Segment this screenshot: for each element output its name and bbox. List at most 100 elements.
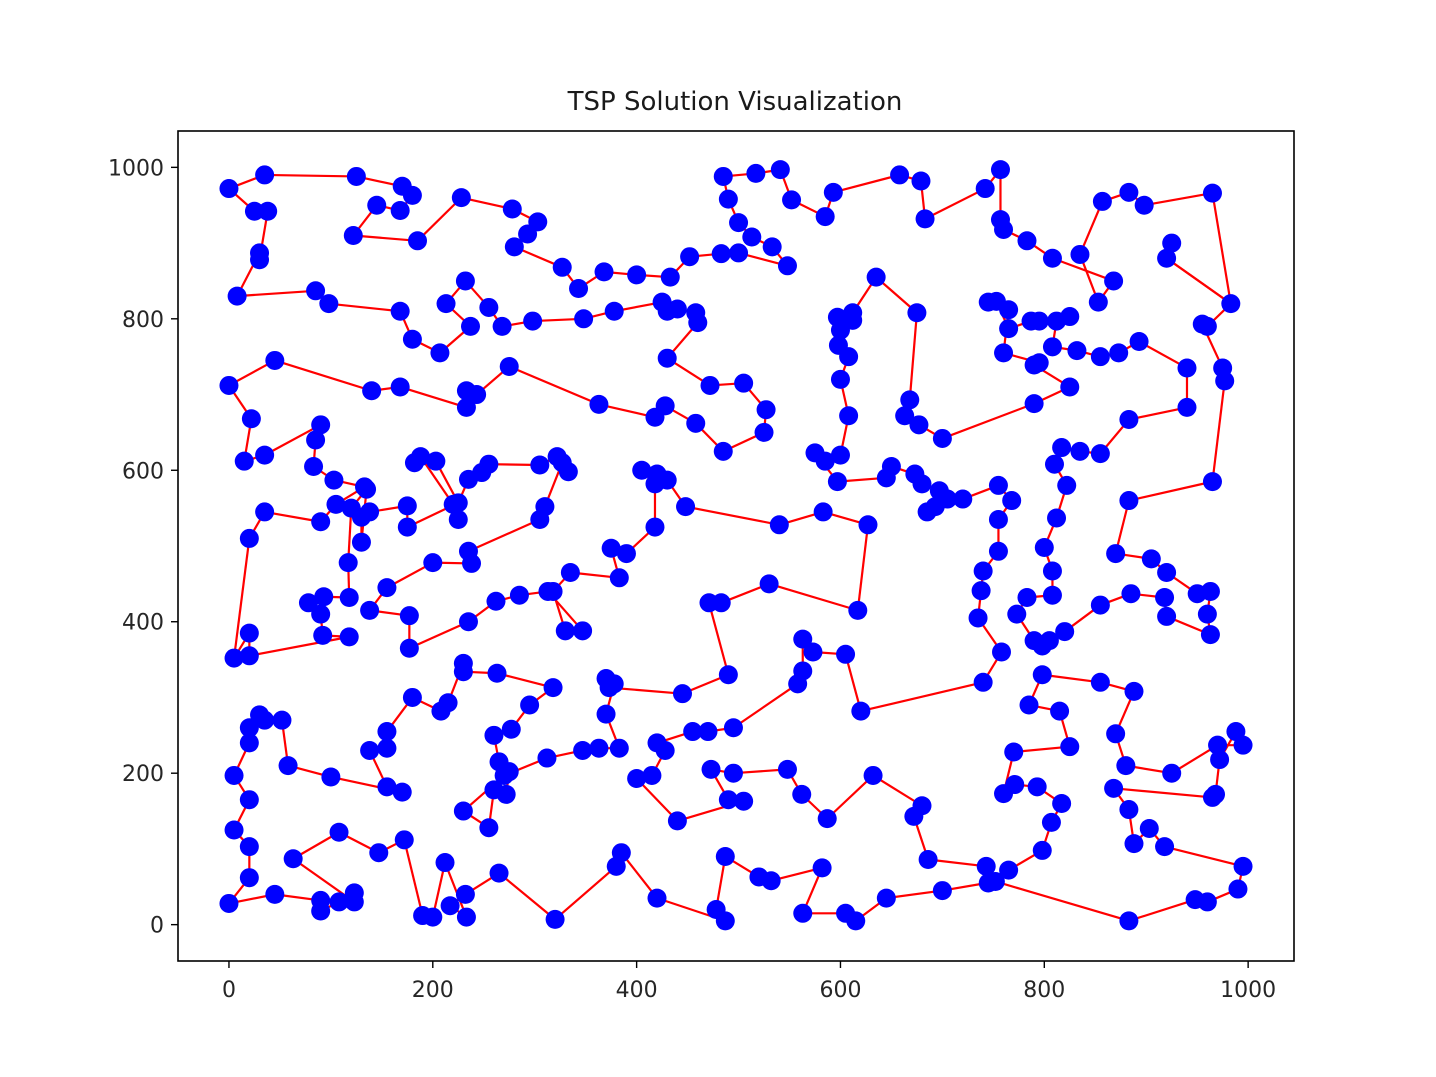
city-point — [458, 469, 478, 489]
city-point — [988, 509, 1008, 529]
city-point — [224, 765, 244, 785]
city-point — [360, 600, 380, 620]
city-point — [321, 767, 341, 787]
city-point — [423, 553, 443, 573]
city-point — [530, 455, 550, 475]
city-point — [239, 733, 259, 753]
city-point — [609, 568, 629, 588]
city-point — [430, 343, 450, 363]
route-segment — [1211, 380, 1226, 482]
city-point — [660, 267, 680, 287]
city-point — [1192, 314, 1212, 334]
city-point — [1044, 454, 1064, 474]
city-point — [985, 871, 1005, 891]
city-point — [1104, 778, 1124, 798]
city-point — [645, 517, 665, 537]
city-point — [759, 574, 779, 594]
city-point — [543, 678, 563, 698]
city-point — [338, 553, 358, 573]
route-segment — [732, 682, 799, 729]
city-point — [492, 316, 512, 336]
city-point — [604, 301, 624, 321]
city-point — [975, 179, 995, 199]
city-point — [329, 822, 349, 842]
city-point — [369, 843, 389, 863]
route-segment — [399, 385, 467, 409]
city-point — [769, 515, 789, 535]
city-point — [632, 460, 652, 480]
city-point — [788, 674, 808, 694]
city-point — [655, 740, 675, 760]
route-segment — [403, 839, 424, 916]
city-point — [1106, 724, 1126, 744]
city-point — [1090, 672, 1110, 692]
city-point — [734, 791, 754, 811]
city-point — [1017, 588, 1037, 607]
city-point — [392, 782, 412, 802]
city-point — [973, 672, 993, 692]
city-point — [311, 415, 331, 435]
city-point — [1185, 890, 1205, 910]
city-point — [244, 201, 264, 221]
city-point — [1200, 581, 1220, 601]
route-segment — [443, 862, 468, 918]
y-tick-label: 200 — [122, 762, 164, 787]
route-segment — [620, 852, 658, 899]
city-point — [1109, 343, 1129, 363]
city-point — [453, 801, 473, 821]
route-segment — [274, 359, 372, 392]
city-point — [683, 722, 703, 742]
city-point — [1034, 538, 1054, 558]
city-point — [1155, 837, 1175, 857]
city-point — [1106, 544, 1126, 564]
route-segment — [1128, 898, 1196, 922]
city-point — [1157, 248, 1177, 268]
city-point — [895, 406, 915, 426]
plot-area — [219, 160, 1253, 931]
city-point — [881, 456, 901, 476]
route-segment — [860, 681, 984, 713]
city-point — [698, 722, 718, 742]
x-tick-label: 400 — [616, 978, 658, 1003]
city-point — [377, 738, 397, 758]
city-point — [390, 201, 410, 221]
city-point — [1226, 722, 1246, 742]
city-point — [594, 262, 614, 282]
city-point — [394, 830, 414, 850]
y-tick-label: 600 — [122, 459, 164, 484]
city-point — [803, 642, 823, 662]
route-segment — [707, 602, 730, 676]
city-point — [239, 646, 259, 666]
city-point — [994, 784, 1014, 804]
city-point — [537, 748, 557, 768]
y-tick-label: 0 — [150, 914, 164, 939]
city-point — [1019, 695, 1039, 715]
city-point — [686, 413, 706, 433]
city-point — [813, 502, 833, 522]
city-point — [1017, 231, 1037, 251]
city-point — [777, 256, 797, 276]
city-point — [749, 867, 769, 887]
city-point — [1067, 341, 1087, 361]
city-point — [680, 247, 700, 267]
route-segment — [408, 620, 469, 650]
route-segment — [328, 302, 401, 313]
city-point — [599, 678, 619, 698]
city-point — [1050, 701, 1070, 721]
city-point — [408, 231, 428, 251]
city-point — [484, 725, 504, 745]
city-point — [239, 868, 259, 888]
city-point — [1032, 840, 1052, 860]
city-point — [341, 498, 361, 518]
city-point — [1024, 394, 1044, 414]
city-point — [558, 462, 578, 482]
city-point — [265, 884, 285, 904]
city-point — [976, 856, 996, 876]
city-point — [501, 719, 521, 739]
city-point — [306, 281, 326, 301]
route-segment — [1052, 257, 1114, 282]
route-segment — [685, 505, 780, 526]
route-segment — [768, 582, 859, 612]
city-point — [900, 390, 920, 410]
city-point — [250, 250, 270, 270]
